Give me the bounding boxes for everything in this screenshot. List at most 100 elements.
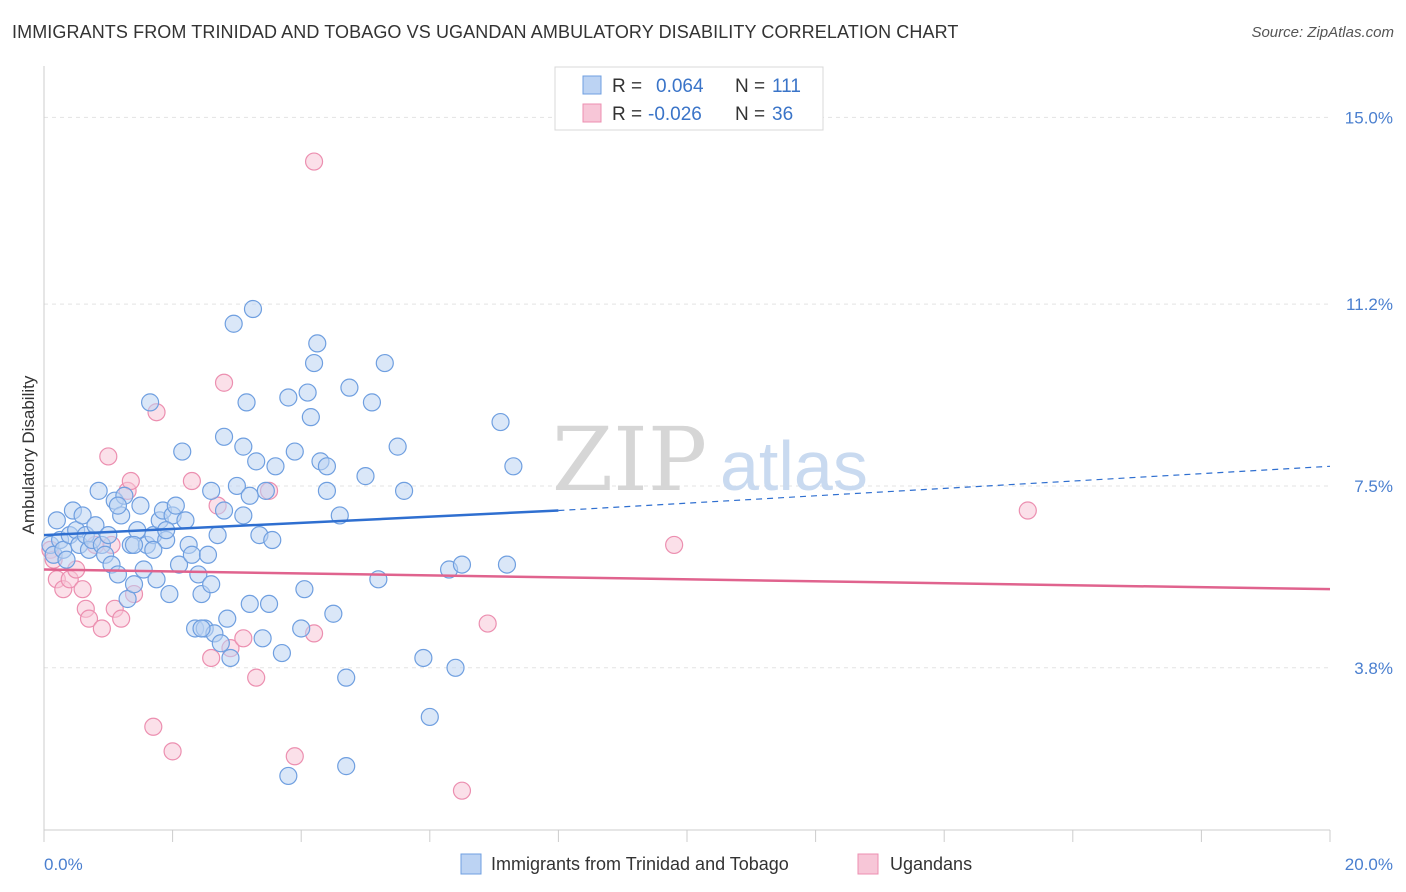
trinidad-point <box>218 609 237 628</box>
series-ugandans-points <box>41 152 1037 800</box>
ugandans-point <box>234 629 253 648</box>
trinidad-point <box>243 299 263 319</box>
legend-swatch-trinidad <box>582 75 602 95</box>
legend-r-label: R = <box>612 76 642 97</box>
trinidad-point <box>189 565 208 584</box>
chart-title: IMMIGRANTS FROM TRINIDAD AND TOBAGO VS U… <box>12 22 959 42</box>
trinidad-point <box>124 575 144 594</box>
trinidad-point <box>182 545 201 564</box>
trinidad-point <box>337 757 356 776</box>
legend-swatch-trinidad <box>460 853 482 875</box>
trinidad-point <box>234 506 253 525</box>
trinidad-point <box>140 393 160 412</box>
trinidad-point <box>337 668 356 687</box>
trinidad-point <box>247 452 266 471</box>
trinidad-trend-extension <box>558 465 1331 512</box>
ugandans-point <box>304 152 324 171</box>
trinidad-point <box>166 496 185 515</box>
trinidad-point <box>221 648 240 668</box>
ugandans-point <box>214 373 234 392</box>
ugandans-trend-line <box>43 568 1331 591</box>
trinidad-point <box>259 594 279 614</box>
legend-r-label: R = <box>612 104 642 125</box>
legend-n-label: N = <box>735 76 765 97</box>
legend-n-value: 36 <box>772 104 793 125</box>
ugandans-point <box>92 619 111 638</box>
trinidad-point <box>202 481 221 500</box>
trinidad-point <box>375 353 394 373</box>
legend-r-value: -0.026 <box>648 104 702 125</box>
trinidad-point <box>240 486 259 505</box>
trinidad-point <box>452 555 472 574</box>
trinidad-point <box>240 594 259 614</box>
trinidad-point <box>160 584 179 604</box>
trinidad-point <box>173 442 192 461</box>
trinidad-point <box>202 575 221 594</box>
ugandans-point <box>163 742 182 761</box>
trinidad-point <box>134 560 153 579</box>
ugandans-point <box>478 614 497 633</box>
trinidad-point <box>394 481 414 500</box>
trinidad-point <box>147 570 166 589</box>
trinidad-point <box>304 353 324 373</box>
ugandans-point <box>144 717 163 736</box>
trinidad-point <box>266 457 285 476</box>
trinidad-point <box>340 378 359 397</box>
legend-label-ugandans: Ugandans <box>890 854 972 874</box>
legend-n-label: N = <box>735 104 765 125</box>
trinidad-point <box>298 383 317 402</box>
trinidad-point <box>227 476 246 496</box>
ugandans-point <box>202 648 221 668</box>
trinidad-point <box>144 540 163 559</box>
watermark-zip: ZIP <box>552 408 707 511</box>
trinidad-point <box>176 511 195 530</box>
ugandans-point <box>285 747 304 766</box>
trinidad-trend-line <box>43 509 559 537</box>
y-tick-label: 3.8% <box>1354 659 1393 678</box>
trinidad-point <box>420 707 439 727</box>
legend-swatch-ugandans <box>857 853 879 875</box>
trinidad-point <box>263 530 282 550</box>
trinidad-point <box>256 481 275 500</box>
trinidad-point <box>497 555 517 574</box>
x-tick-label: 20.0% <box>1345 855 1393 874</box>
trinidad-point <box>362 393 382 412</box>
trinidad-point <box>214 427 234 446</box>
trinidad-point <box>208 525 227 545</box>
trinidad-point <box>301 408 320 427</box>
watermark-atlas: atlas <box>720 427 868 505</box>
trinidad-point <box>285 442 304 461</box>
trinidad-point <box>131 496 150 515</box>
trinidad-point <box>446 658 465 677</box>
trinidad-point <box>317 457 337 476</box>
source-credit: Source: ZipAtlas.com <box>1251 24 1394 41</box>
trinidad-point <box>47 511 66 530</box>
trinidad-point <box>57 550 76 569</box>
tick-labels: 3.8% 7.5% 11.2% 15.0% 0.0% 20.0% <box>44 108 1393 874</box>
trinidad-point <box>224 314 243 333</box>
trinidad-point <box>169 555 189 574</box>
trinidad-point <box>388 437 407 456</box>
legend-n-value: 111 <box>772 76 801 97</box>
trinidad-point <box>504 457 523 476</box>
ugandans-point <box>182 471 201 491</box>
trinidad-point <box>356 467 375 486</box>
y-axis-label: Ambulatory Disability <box>19 375 38 534</box>
ugandans-point <box>665 535 684 555</box>
trinidad-point <box>324 604 343 623</box>
y-tick-label: 11.2% <box>1346 295 1393 314</box>
trinidad-point <box>491 412 510 432</box>
trinidad-point <box>192 619 211 638</box>
trinidad-point <box>292 619 311 638</box>
ugandans-point <box>1018 501 1037 520</box>
trinidad-point <box>198 545 218 564</box>
watermark: ZIP atlas <box>552 408 868 511</box>
trinidad-point <box>89 481 108 500</box>
trinidad-point <box>73 506 92 525</box>
trinidad-point <box>99 525 118 545</box>
stats-legend: R = 0.064 N = 111 R = -0.026 N = 36 <box>554 66 824 131</box>
ugandans-point <box>79 609 99 628</box>
trinidad-point <box>211 634 230 653</box>
ugandans-point <box>73 580 92 599</box>
